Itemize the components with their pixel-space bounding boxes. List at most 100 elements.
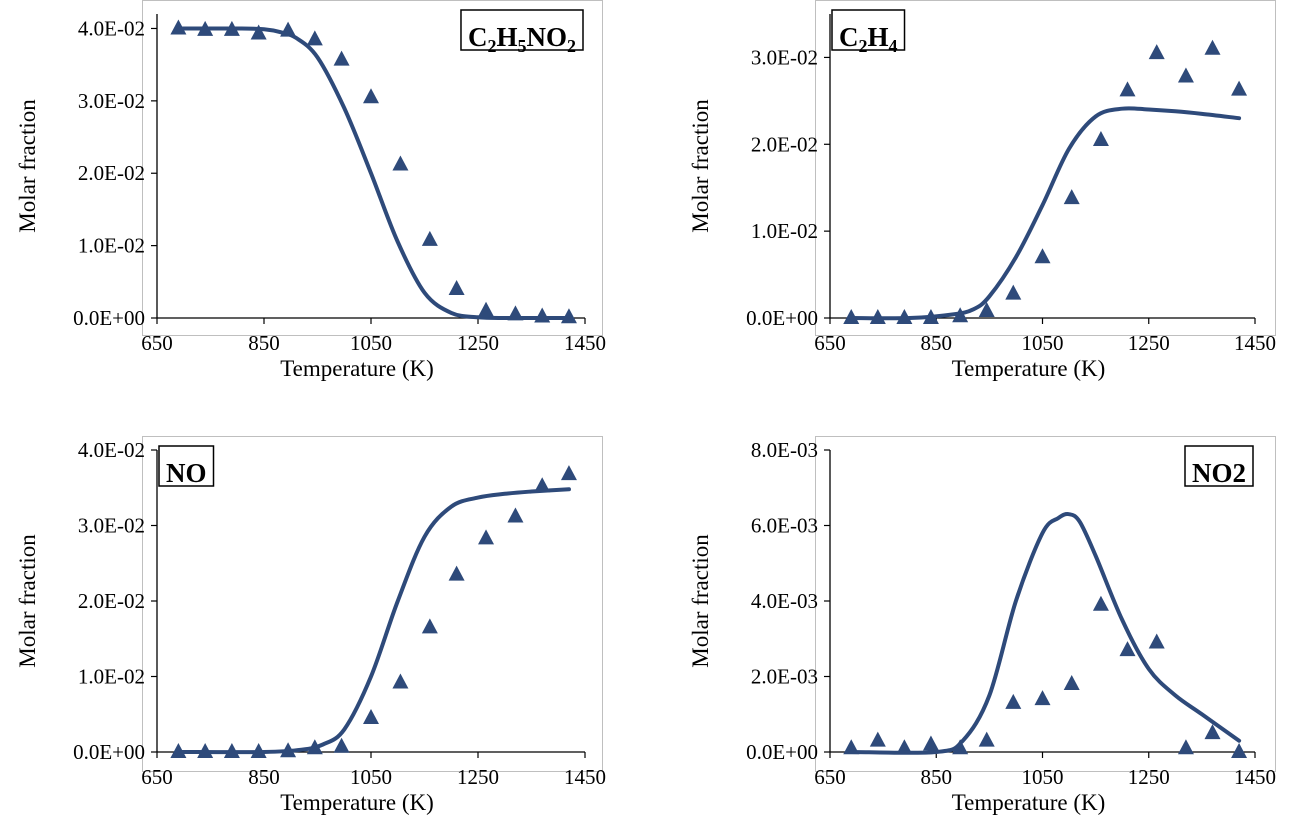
experimental-marker bbox=[333, 50, 350, 66]
experimental-marker bbox=[560, 465, 577, 481]
x-tick-label: 1250 bbox=[457, 331, 499, 355]
x-tick-label: 850 bbox=[248, 765, 280, 789]
x-tick-label: 650 bbox=[814, 331, 846, 355]
experimental-marker bbox=[1034, 690, 1051, 706]
x-tick-label: 850 bbox=[248, 331, 280, 355]
experimental-marker bbox=[363, 88, 379, 104]
experimental-marker bbox=[507, 305, 524, 321]
experimental-marker bbox=[392, 673, 409, 689]
experimental-marker bbox=[1092, 130, 1109, 146]
chart-frame bbox=[142, 0, 603, 336]
experimental-marker bbox=[843, 309, 860, 324]
y-tick-label: 2.0E-02 bbox=[78, 161, 145, 185]
experimental-marker bbox=[869, 309, 886, 324]
species-label-part: 2 bbox=[487, 36, 496, 56]
x-tick-label: 850 bbox=[921, 765, 953, 789]
species-label-box bbox=[158, 445, 215, 487]
species-label: NO bbox=[166, 458, 207, 488]
y-tick-label: 2.0E-02 bbox=[751, 132, 818, 156]
species-label-part: NO bbox=[527, 22, 568, 52]
x-tick-label: 650 bbox=[814, 765, 846, 789]
experimental-marker bbox=[952, 739, 969, 755]
experimental-marker bbox=[392, 155, 409, 171]
experimental-marker bbox=[534, 477, 551, 493]
y-axis-title: Molar fraction bbox=[15, 99, 40, 233]
experimental-marker bbox=[922, 309, 939, 324]
chart-panel-1: 0.0E+00 1.0E-02 2.0E-02 3.0E-02 4.0E-02 650 85… bbox=[15, 0, 606, 381]
x-tick-label: 1050 bbox=[350, 765, 392, 789]
experimental-marker bbox=[896, 739, 913, 755]
y-axis-title: Molar fraction bbox=[15, 534, 40, 668]
experimental-marker bbox=[1119, 81, 1136, 97]
experimental-marker bbox=[223, 743, 240, 758]
experimental-marker bbox=[448, 280, 465, 296]
species-label: C2H4 bbox=[839, 22, 898, 56]
x-axis-title: Temperature (K) bbox=[952, 356, 1106, 381]
species-label: C2H5NO2 bbox=[468, 22, 576, 56]
experimental-marker bbox=[1119, 641, 1136, 657]
experimental-marker bbox=[1034, 248, 1051, 264]
experimental-marker bbox=[306, 739, 323, 755]
chart-frame bbox=[815, 0, 1276, 336]
y-tick-label: 0.0E+00 bbox=[73, 740, 145, 764]
experimental-marker bbox=[978, 731, 995, 747]
experimental-marker bbox=[896, 309, 913, 324]
model-curve bbox=[849, 106, 1242, 321]
y-tick-label: 4.0E-03 bbox=[751, 589, 818, 613]
model-curve bbox=[849, 512, 1242, 755]
experimental-marker bbox=[1204, 724, 1221, 740]
experimental-marker bbox=[534, 307, 551, 323]
x-axis-title: Temperature (K) bbox=[952, 790, 1106, 815]
y-tick-label: 0.0E+00 bbox=[73, 306, 145, 330]
x-axis-title: Temperature (K) bbox=[280, 790, 434, 815]
experimental-marker bbox=[170, 19, 187, 35]
x-tick-label: 1450 bbox=[1234, 765, 1276, 789]
chart-panel-3: 0.0E+00 1.0E-02 2.0E-02 3.0E-02 4.0E-02 650 85… bbox=[15, 436, 606, 815]
y-tick-label: 3.0E-02 bbox=[751, 45, 818, 69]
species-label-part: 2 bbox=[567, 36, 576, 56]
experimental-marker bbox=[170, 743, 187, 758]
species-label-part: C bbox=[839, 22, 859, 52]
y-tick-label: 2.0E-03 bbox=[751, 665, 818, 689]
species-label-box bbox=[1184, 445, 1254, 487]
x-tick-label: 1450 bbox=[564, 331, 606, 355]
experimental-marker bbox=[197, 743, 214, 758]
species-label-box bbox=[460, 9, 584, 51]
species-label: NO2 bbox=[1192, 458, 1246, 488]
experimental-marker bbox=[1231, 743, 1248, 758]
experimental-marker bbox=[1148, 633, 1165, 649]
experimental-marker bbox=[333, 737, 350, 753]
x-axis-title: Temperature (K) bbox=[280, 356, 434, 381]
species-label-part: 4 bbox=[889, 36, 898, 56]
experimental-marker bbox=[223, 20, 240, 36]
y-tick-label: 3.0E-02 bbox=[78, 89, 145, 113]
experimental-marker bbox=[363, 709, 379, 725]
x-tick-label: 1250 bbox=[457, 765, 499, 789]
experimental-marker bbox=[1177, 739, 1194, 755]
experimental-marker bbox=[448, 565, 465, 581]
chart-frame bbox=[142, 436, 603, 772]
experimental-marker bbox=[1177, 67, 1194, 83]
y-axis-title: Molar fraction bbox=[688, 99, 713, 233]
species-label-part: H bbox=[496, 22, 517, 52]
species-label-part: 2 bbox=[859, 36, 868, 56]
x-tick-label: 1250 bbox=[1128, 331, 1170, 355]
species-label-part: 5 bbox=[518, 36, 527, 56]
y-tick-label: 1.0E-02 bbox=[78, 234, 145, 258]
species-label-box bbox=[831, 9, 906, 51]
y-tick-label: 1.0E-02 bbox=[751, 219, 818, 243]
experimental-marker bbox=[197, 20, 214, 36]
y-axis-title: Molar fraction bbox=[688, 534, 713, 668]
experimental-marker bbox=[1063, 675, 1080, 691]
chart-panel-4: 0.0E+00 2.0E-03 4.0E-03 6.0E-03 8.0E-03 650 85… bbox=[688, 436, 1276, 815]
x-tick-label: 1050 bbox=[350, 331, 392, 355]
model-curve bbox=[176, 26, 571, 321]
model-curve bbox=[176, 487, 571, 755]
experimental-marker bbox=[280, 742, 297, 758]
experimental-marker bbox=[250, 24, 267, 40]
experimental-marker bbox=[1005, 693, 1022, 709]
x-tick-label: 1450 bbox=[1234, 331, 1276, 355]
experimental-marker bbox=[1063, 189, 1080, 205]
y-tick-label: 6.0E-03 bbox=[751, 514, 818, 538]
